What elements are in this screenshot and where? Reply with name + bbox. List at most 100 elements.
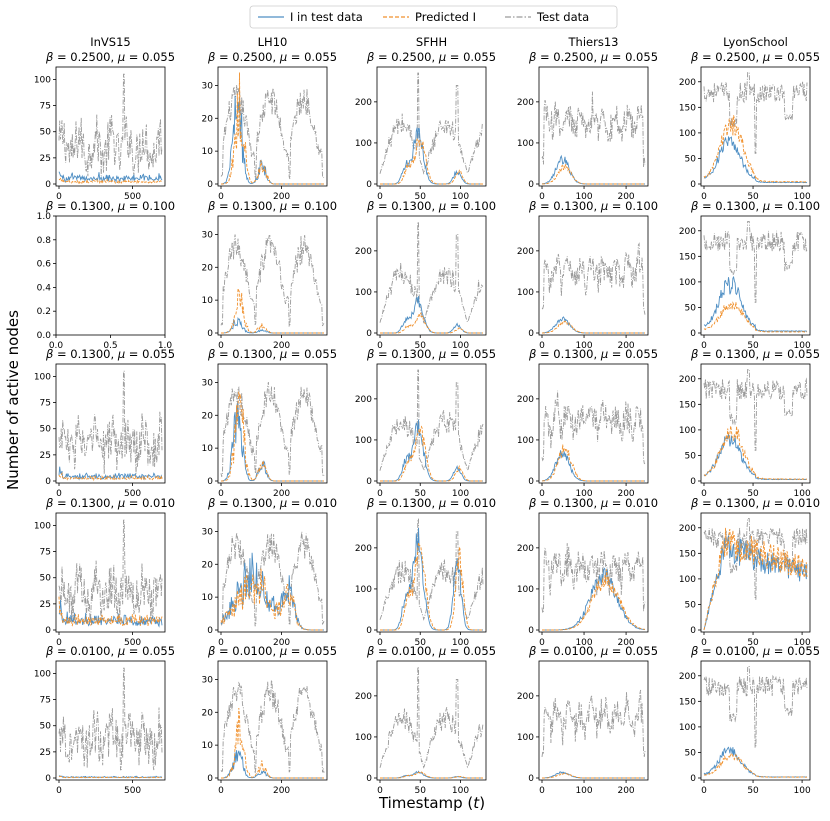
series-test-data — [703, 72, 808, 154]
dataset-title-lyonschool: LyonSchool — [723, 35, 788, 49]
legend-label-predicted: Predicted I — [415, 10, 476, 24]
series-predicted-i — [221, 288, 324, 334]
y-tick-label: 100 — [34, 669, 51, 679]
series-predicted-i — [221, 72, 324, 185]
y-tick-label: 100 — [355, 436, 372, 446]
x-tick-label: 0 — [701, 786, 707, 796]
panel-title: β = 0.1300, μ = 0.055 — [366, 347, 496, 361]
series-test-data — [379, 221, 484, 324]
series-i-in-test-data — [58, 599, 163, 628]
x-tick-label: 500 — [124, 489, 141, 499]
y-tick-label: 100 — [34, 521, 51, 531]
y-tick-label: 0 — [528, 774, 534, 784]
x-tick-label: 0 — [56, 192, 62, 202]
y-tick-label: 25 — [40, 748, 51, 758]
y-tick-label: 0 — [207, 180, 213, 190]
series-predicted-i — [542, 772, 645, 779]
y-tick-label: 0 — [207, 626, 213, 636]
series-i-in-test-data — [703, 136, 808, 184]
y-tick-label: 0 — [366, 477, 372, 487]
x-tick-label: 50 — [415, 192, 427, 202]
y-tick-label: 200 — [517, 544, 534, 554]
y-tick-label: 200 — [517, 247, 534, 257]
y-tick-label: 200 — [517, 692, 534, 702]
x-tick-label: 0 — [218, 638, 224, 648]
x-tick-label: 100 — [452, 786, 469, 796]
y-tick-label: 50 — [40, 128, 52, 138]
series-test-data — [379, 666, 484, 769]
x-tick-label: 50 — [415, 638, 427, 648]
x-tick-label: 0 — [701, 341, 707, 351]
panel-title: β = 0.1300, μ = 0.010 — [45, 496, 175, 510]
series-i-in-test-data — [703, 275, 808, 333]
x-tick-label: 100 — [794, 192, 811, 202]
panel-title: β = 0.1300, μ = 0.100 — [366, 199, 496, 213]
y-tick-label: 0 — [690, 626, 696, 636]
legend-label-test: Test data — [536, 10, 589, 24]
x-tick-label: 0 — [539, 786, 545, 796]
series-test-data — [541, 91, 646, 167]
panel-lh10-row-4: β = 0.0100, μ = 0.055 0 10 20 30 0 200 — [202, 644, 337, 796]
panel-title: β = 0.1300, μ = 0.010 — [207, 496, 337, 510]
panel-title: β = 0.1300, μ = 0.010 — [528, 496, 658, 510]
panel-invs15-row-2: β = 0.1300, μ = 0.055 0 25 50 75 100 0 500 — [34, 347, 175, 499]
plot-area — [700, 660, 811, 781]
x-tick-label: 0 — [701, 192, 707, 202]
dataset-title-thiers13: Thiers13 — [568, 35, 619, 49]
series-predicted-i — [221, 707, 324, 779]
y-tick-label: 50 — [685, 600, 697, 610]
y-tick-label: 1.0 — [37, 212, 52, 222]
legend: I in test data Predicted I Test data — [249, 5, 618, 29]
x-tick-label: 50 — [747, 489, 759, 499]
y-tick-label: 100 — [34, 372, 51, 382]
x-tick-label: 0 — [539, 341, 545, 351]
y-tick-label: 20 — [202, 708, 214, 718]
plot-area — [700, 215, 811, 336]
x-tick-label: 500 — [124, 638, 141, 648]
y-tick-label: 0 — [690, 329, 696, 339]
y-tick-label: 20 — [202, 411, 214, 421]
y-tick-label: 150 — [679, 103, 696, 113]
plot-area — [376, 660, 487, 781]
panel-lyonschool-row-4: β = 0.0100, μ = 0.055 0 50 100 150 200 0 50 100 — [679, 644, 820, 796]
plot-area — [55, 512, 166, 633]
series-predicted-i — [703, 115, 808, 183]
y-tick-label: 0.0 — [37, 331, 52, 341]
series-predicted-i — [58, 177, 163, 185]
y-tick-label: 100 — [679, 278, 696, 288]
y-tick-label: 0 — [45, 626, 51, 636]
series-i-in-test-data — [380, 770, 483, 779]
y-tick-label: 0 — [207, 329, 213, 339]
y-axis-label: Number of active nodes — [4, 310, 22, 490]
series-i-in-test-data — [58, 171, 163, 184]
y-tick-label: 200 — [355, 692, 372, 702]
plot-area — [376, 363, 487, 484]
plot-area — [538, 660, 649, 781]
x-tick-label: 0 — [56, 786, 62, 796]
y-tick-label: 0 — [366, 329, 372, 339]
panel-title: β = 0.1300, μ = 0.055 — [45, 347, 175, 361]
series-predicted-i — [58, 471, 163, 482]
x-tick-label: 0 — [701, 489, 707, 499]
y-tick-label: 100 — [679, 723, 696, 733]
y-tick-label: 0 — [45, 180, 51, 190]
x-tick-label: 0 — [218, 341, 224, 351]
y-tick-label: 20 — [202, 114, 214, 124]
y-tick-label: 75 — [40, 696, 51, 706]
y-tick-label: 100 — [679, 575, 696, 585]
panel-title: β = 0.1300, μ = 0.100 — [690, 199, 820, 213]
x-tick-label: 200 — [273, 786, 290, 796]
panel-title: β = 0.1300, μ = 0.100 — [45, 199, 175, 213]
y-tick-label: 0 — [690, 774, 696, 784]
x-tick-label: 200 — [617, 192, 634, 202]
panel-title: β = 0.2500, μ = 0.055 — [690, 50, 820, 64]
x-tick-label: 0.5 — [103, 341, 117, 351]
panel-invs15-row-1: β = 0.1300, μ = 0.100 0.0 0.2 0.4 0.6 0.8 1.0 0… — [37, 199, 175, 351]
series-predicted-i — [220, 568, 324, 631]
y-tick-label: 0 — [366, 774, 372, 784]
y-tick-label: 200 — [355, 98, 372, 108]
y-tick-label: 30 — [202, 378, 214, 388]
series-test-data — [703, 666, 808, 748]
